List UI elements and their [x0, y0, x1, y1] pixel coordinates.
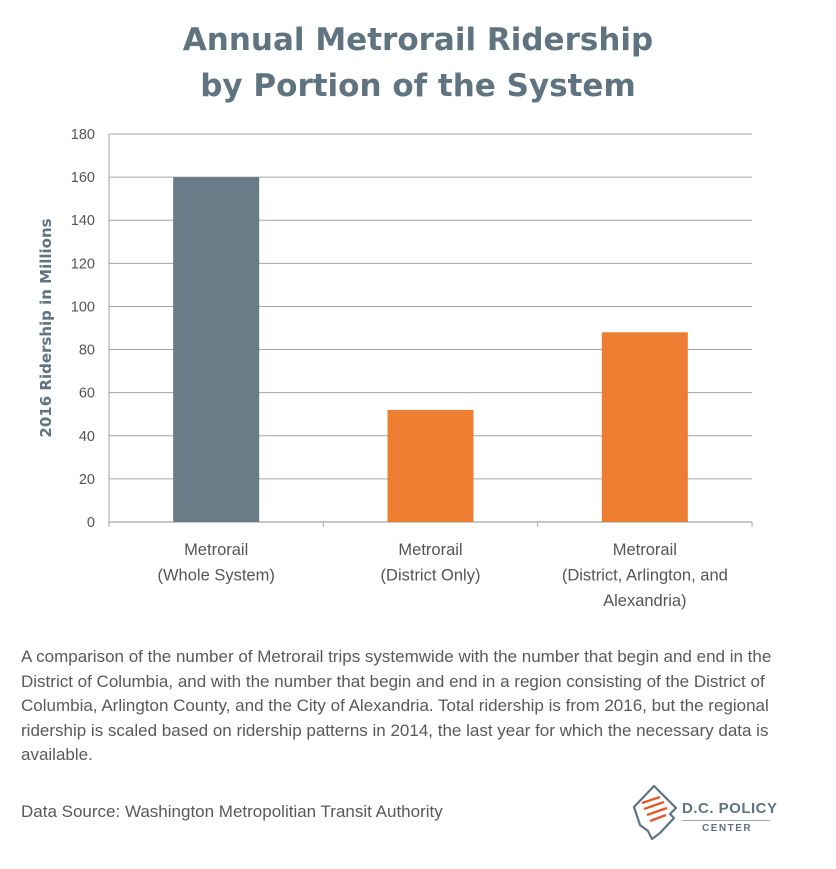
x-axis-categories: Metrorail (Whole System) Metrorail (Distric… — [157, 541, 727, 610]
y-axis-ticks: 0 20 40 60 80 100 120 140 160 180 — [71, 127, 95, 531]
x-category-label: Metrorail (Whole System) — [157, 541, 274, 585]
chart-title-line-1: Annual Metrorail Ridership — [182, 22, 654, 58]
x-category-label: Metrorail (District, Arlington, and Alexan… — [562, 541, 728, 610]
x-category-label-line: Metrorail — [184, 541, 248, 559]
y-tick-label: 20 — [79, 472, 95, 488]
bar-chart: 0 20 40 60 80 100 120 140 160 180 Metrorail (Whole… — [37, 127, 753, 610]
x-category-label: Metrorail (District Only) — [381, 541, 481, 585]
y-tick-label: 140 — [71, 213, 95, 229]
y-tick-label: 80 — [79, 343, 95, 359]
dc-policy-center-logo-icon — [632, 784, 678, 841]
y-tick-label: 160 — [71, 170, 95, 186]
chart-title-line-2: by Portion of the System — [200, 68, 636, 104]
bars — [173, 177, 688, 522]
x-category-label-line: (District Only) — [381, 567, 481, 585]
y-axis-label: 2016 Ridership in Millions — [37, 218, 55, 437]
y-tick-label: 0 — [87, 515, 95, 531]
data-source: Data Source: Washington Metropolitian Tr… — [21, 802, 443, 821]
y-tick-label: 60 — [79, 386, 95, 402]
y-tick-label: 100 — [71, 299, 95, 315]
x-category-label-line: Alexandria) — [603, 592, 686, 610]
y-tick-label: 180 — [71, 127, 95, 143]
logo-subtitle: CENTER — [702, 823, 753, 834]
x-category-label-line: (District, Arlington, and — [562, 567, 728, 585]
y-tick-label: 40 — [79, 429, 95, 445]
bar — [601, 332, 688, 522]
dc-policy-center-logo: D.C. POLICY CENTER — [630, 783, 780, 853]
x-category-label-line: (Whole System) — [157, 567, 274, 585]
bar — [173, 177, 260, 522]
bar — [387, 409, 474, 522]
x-category-label-line: Metrorail — [613, 541, 677, 559]
chart-caption: A comparison of the number of Metrorail … — [21, 647, 772, 764]
x-category-label-line: Metrorail — [398, 541, 462, 559]
logo-name: D.C. POLICY — [682, 800, 778, 817]
logo-divider — [682, 820, 770, 821]
y-tick-label: 120 — [71, 256, 95, 272]
